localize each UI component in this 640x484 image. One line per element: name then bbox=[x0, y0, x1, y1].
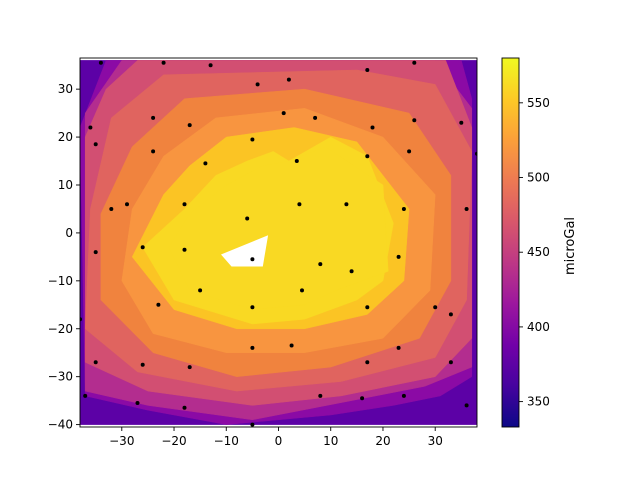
station-point-26 bbox=[245, 216, 250, 221]
station-point-42 bbox=[250, 305, 255, 310]
station-point-40 bbox=[300, 288, 304, 293]
colorbar-tick-label: 450 bbox=[527, 245, 550, 259]
station-point-39 bbox=[198, 288, 203, 293]
colorbar-label: microGal bbox=[563, 217, 578, 275]
x-tick-label: 0 bbox=[275, 434, 283, 448]
station-point-18 bbox=[313, 115, 318, 120]
y-tick-label: 20 bbox=[58, 130, 73, 144]
y-tick-label: 0 bbox=[65, 226, 73, 240]
station-point-38 bbox=[480, 262, 484, 266]
station-point-6 bbox=[412, 60, 417, 65]
station-point-9 bbox=[151, 115, 156, 120]
station-point-7 bbox=[88, 125, 93, 130]
station-point-29 bbox=[401, 207, 406, 211]
x-tick-label: −20 bbox=[161, 434, 186, 448]
station-point-45 bbox=[448, 312, 453, 317]
station-point-30 bbox=[464, 207, 469, 211]
station-point-21 bbox=[365, 154, 370, 159]
station-point-22 bbox=[407, 149, 412, 154]
x-axis: −30 −20 −10 0 10 20 30 bbox=[109, 427, 443, 448]
colorbar-tick-label: 400 bbox=[527, 320, 550, 334]
station-point-56 bbox=[135, 401, 140, 405]
station-point-0 bbox=[98, 60, 103, 65]
station-point-34 bbox=[250, 257, 255, 262]
plot-area bbox=[80, 58, 484, 427]
y-tick-label: 30 bbox=[58, 82, 73, 96]
x-tick-label: −10 bbox=[214, 434, 239, 448]
colorbar-tick-label: 350 bbox=[527, 395, 550, 409]
station-point-14 bbox=[475, 151, 477, 156]
station-point-1 bbox=[161, 60, 166, 65]
contour-gap-0 bbox=[221, 235, 269, 267]
station-point-17 bbox=[281, 111, 286, 116]
station-point-57 bbox=[182, 405, 187, 410]
station-point-3 bbox=[255, 82, 260, 87]
x-tick-label: 10 bbox=[323, 434, 338, 448]
station-point-25 bbox=[182, 202, 187, 207]
x-tick-label: 30 bbox=[428, 434, 443, 448]
station-point-51 bbox=[140, 362, 145, 367]
station-point-50 bbox=[93, 360, 98, 365]
x-tick-label: −30 bbox=[109, 434, 134, 448]
y-axis: −40 −30 −20 −10 0 10 20 30 bbox=[48, 82, 80, 432]
station-point-10 bbox=[187, 123, 192, 128]
y-tick-label: −20 bbox=[48, 322, 73, 336]
station-point-55 bbox=[83, 393, 88, 398]
y-tick-label: 10 bbox=[58, 178, 73, 192]
station-point-43 bbox=[365, 305, 370, 310]
station-point-16 bbox=[250, 137, 255, 142]
station-point-59 bbox=[360, 396, 365, 401]
station-point-58 bbox=[318, 393, 323, 398]
station-point-60 bbox=[401, 393, 406, 398]
station-point-52 bbox=[187, 365, 192, 370]
x-tick-label: 20 bbox=[375, 434, 390, 448]
station-point-54 bbox=[448, 360, 453, 365]
colorbar-frame bbox=[501, 57, 520, 428]
station-point-2 bbox=[208, 63, 213, 68]
station-point-13 bbox=[459, 120, 464, 125]
station-point-28 bbox=[344, 202, 349, 207]
station-point-15 bbox=[151, 149, 156, 154]
station-point-37 bbox=[396, 254, 401, 259]
station-point-53 bbox=[365, 360, 370, 365]
station-point-27 bbox=[297, 202, 302, 207]
station-point-11 bbox=[370, 125, 375, 130]
station-point-48 bbox=[289, 343, 294, 348]
station-point-5 bbox=[365, 68, 370, 72]
colorbar-tick-label: 500 bbox=[527, 171, 550, 185]
colorbar-gradient bbox=[502, 58, 519, 427]
y-tick-label: −40 bbox=[48, 418, 73, 432]
station-point-24 bbox=[125, 202, 129, 207]
station-point-47 bbox=[250, 345, 255, 350]
station-point-12 bbox=[412, 118, 417, 123]
station-point-44 bbox=[433, 305, 438, 310]
station-point-4 bbox=[286, 77, 291, 82]
station-point-46 bbox=[80, 317, 82, 322]
station-point-33 bbox=[93, 250, 98, 255]
station-point-35 bbox=[318, 262, 323, 267]
colorbar-tick-label: 550 bbox=[527, 96, 550, 110]
y-tick-label: −10 bbox=[48, 274, 73, 288]
station-point-8 bbox=[93, 142, 98, 147]
station-point-62 bbox=[250, 422, 255, 427]
contour-region-9 bbox=[168, 146, 389, 310]
station-point-32 bbox=[182, 247, 187, 252]
station-point-41 bbox=[156, 302, 161, 307]
station-point-19 bbox=[203, 161, 208, 166]
station-point-61 bbox=[464, 403, 469, 408]
y-tick-label: −30 bbox=[48, 370, 73, 384]
colorbar: 350 400 450 500 550 bbox=[501, 57, 550, 428]
station-point-49 bbox=[396, 345, 401, 350]
station-point-20 bbox=[294, 159, 299, 163]
station-point-36 bbox=[349, 269, 354, 274]
station-point-31 bbox=[140, 245, 145, 250]
station-point-23 bbox=[109, 207, 114, 211]
